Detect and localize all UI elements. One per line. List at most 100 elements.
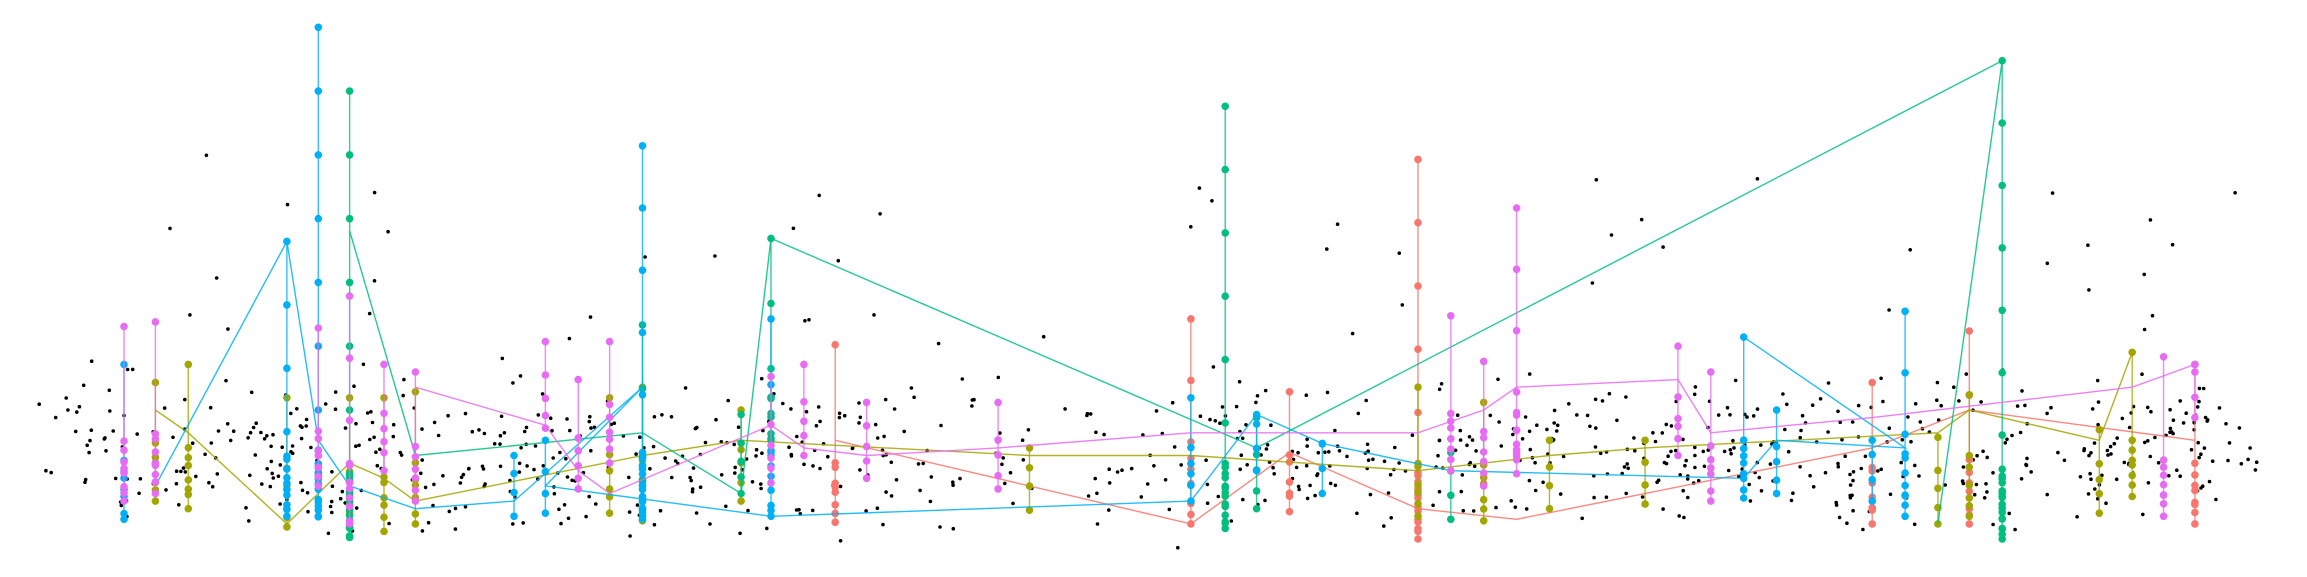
series-point: [994, 485, 1002, 493]
series-point: [1187, 497, 1195, 505]
background-point: [1021, 458, 1026, 462]
background-point: [1093, 476, 1097, 481]
background-point: [634, 452, 638, 456]
background-point: [2226, 458, 2230, 463]
background-point: [998, 431, 1002, 435]
background-point: [2104, 501, 2108, 506]
series-point: [380, 409, 388, 418]
background-point: [1176, 545, 1180, 550]
background-point: [498, 442, 502, 446]
background-point: [1840, 437, 1844, 442]
background-point: [1172, 445, 1177, 449]
background-point: [2210, 459, 2215, 464]
background-point: [1682, 515, 1686, 520]
series-point: [345, 214, 354, 223]
background-point: [1985, 490, 1989, 494]
series-point: [605, 467, 614, 475]
background-point: [87, 450, 91, 455]
background-point: [1497, 420, 1501, 424]
background-point: [285, 202, 290, 207]
background-point: [1437, 438, 1442, 443]
series-point: [2095, 425, 2104, 434]
series-point: [1221, 102, 1229, 111]
background-point: [818, 466, 822, 471]
background-point: [1241, 497, 1245, 502]
background-point: [1879, 467, 1883, 472]
background-point: [791, 226, 796, 231]
series-point: [184, 461, 193, 470]
series-point: [411, 453, 420, 461]
background-point: [1984, 482, 1988, 486]
series-point: [1739, 474, 1748, 483]
background-point: [1899, 460, 1903, 465]
series-point: [1025, 482, 1034, 490]
background-point: [1001, 456, 1005, 460]
background-point: [564, 456, 568, 461]
background-point: [1960, 479, 1965, 483]
series-point: [1674, 422, 1682, 431]
series-point: [541, 394, 550, 403]
background-point: [2062, 458, 2067, 463]
background-point: [759, 376, 764, 381]
series-point: [283, 237, 291, 246]
background-point: [224, 378, 228, 383]
background-point: [1693, 465, 1697, 470]
background-point: [2095, 497, 2100, 501]
series-5: [120, 204, 2199, 528]
background-point: [746, 508, 750, 513]
background-point: [627, 510, 632, 514]
background-point: [1229, 519, 1234, 523]
series-point: [380, 501, 388, 509]
series-point: [1868, 506, 1876, 514]
background-point: [565, 475, 570, 479]
background-point: [2146, 481, 2151, 485]
series-point: [574, 434, 582, 442]
series-point: [1512, 408, 1521, 417]
background-point: [77, 404, 82, 409]
series-point: [345, 533, 354, 542]
background-point: [1189, 225, 1193, 229]
background-point: [463, 411, 468, 416]
background-point: [1808, 473, 1812, 478]
series-point: [831, 518, 839, 527]
background-point: [108, 409, 112, 413]
background-point: [2090, 407, 2095, 411]
background-point: [627, 475, 631, 480]
series-point: [1221, 229, 1229, 237]
series-point: [2191, 393, 2199, 402]
background-point: [420, 427, 424, 431]
series-point: [1187, 510, 1195, 519]
background-point: [441, 474, 445, 478]
background-point: [2015, 404, 2020, 408]
background-point: [83, 480, 87, 485]
background-point: [130, 367, 135, 372]
background-point: [270, 471, 275, 476]
series-point: [2128, 481, 2136, 489]
series-point: [574, 447, 582, 455]
series-point: [1187, 443, 1195, 452]
background-point: [1590, 281, 1595, 285]
background-point: [1678, 473, 1682, 477]
background-point: [1918, 420, 1923, 424]
background-point: [708, 522, 712, 526]
background-point: [216, 429, 221, 433]
series-point: [1641, 436, 1649, 445]
series-point: [638, 328, 647, 337]
series-point: [862, 422, 871, 430]
series-point: [638, 470, 647, 478]
background-point: [1692, 392, 1697, 397]
series-point: [411, 520, 420, 528]
series-point: [1772, 406, 1781, 414]
series-point: [1512, 326, 1521, 335]
background-point: [1533, 460, 1537, 465]
background-point: [1008, 470, 1013, 475]
background-point: [2239, 462, 2244, 466]
series-point: [411, 486, 420, 495]
background-point: [951, 483, 955, 488]
background-point: [1786, 449, 1791, 454]
series-point: [767, 234, 775, 243]
series-point: [1221, 492, 1229, 500]
series-point: [345, 151, 354, 159]
background-point: [594, 502, 598, 506]
background-point: [249, 390, 254, 395]
